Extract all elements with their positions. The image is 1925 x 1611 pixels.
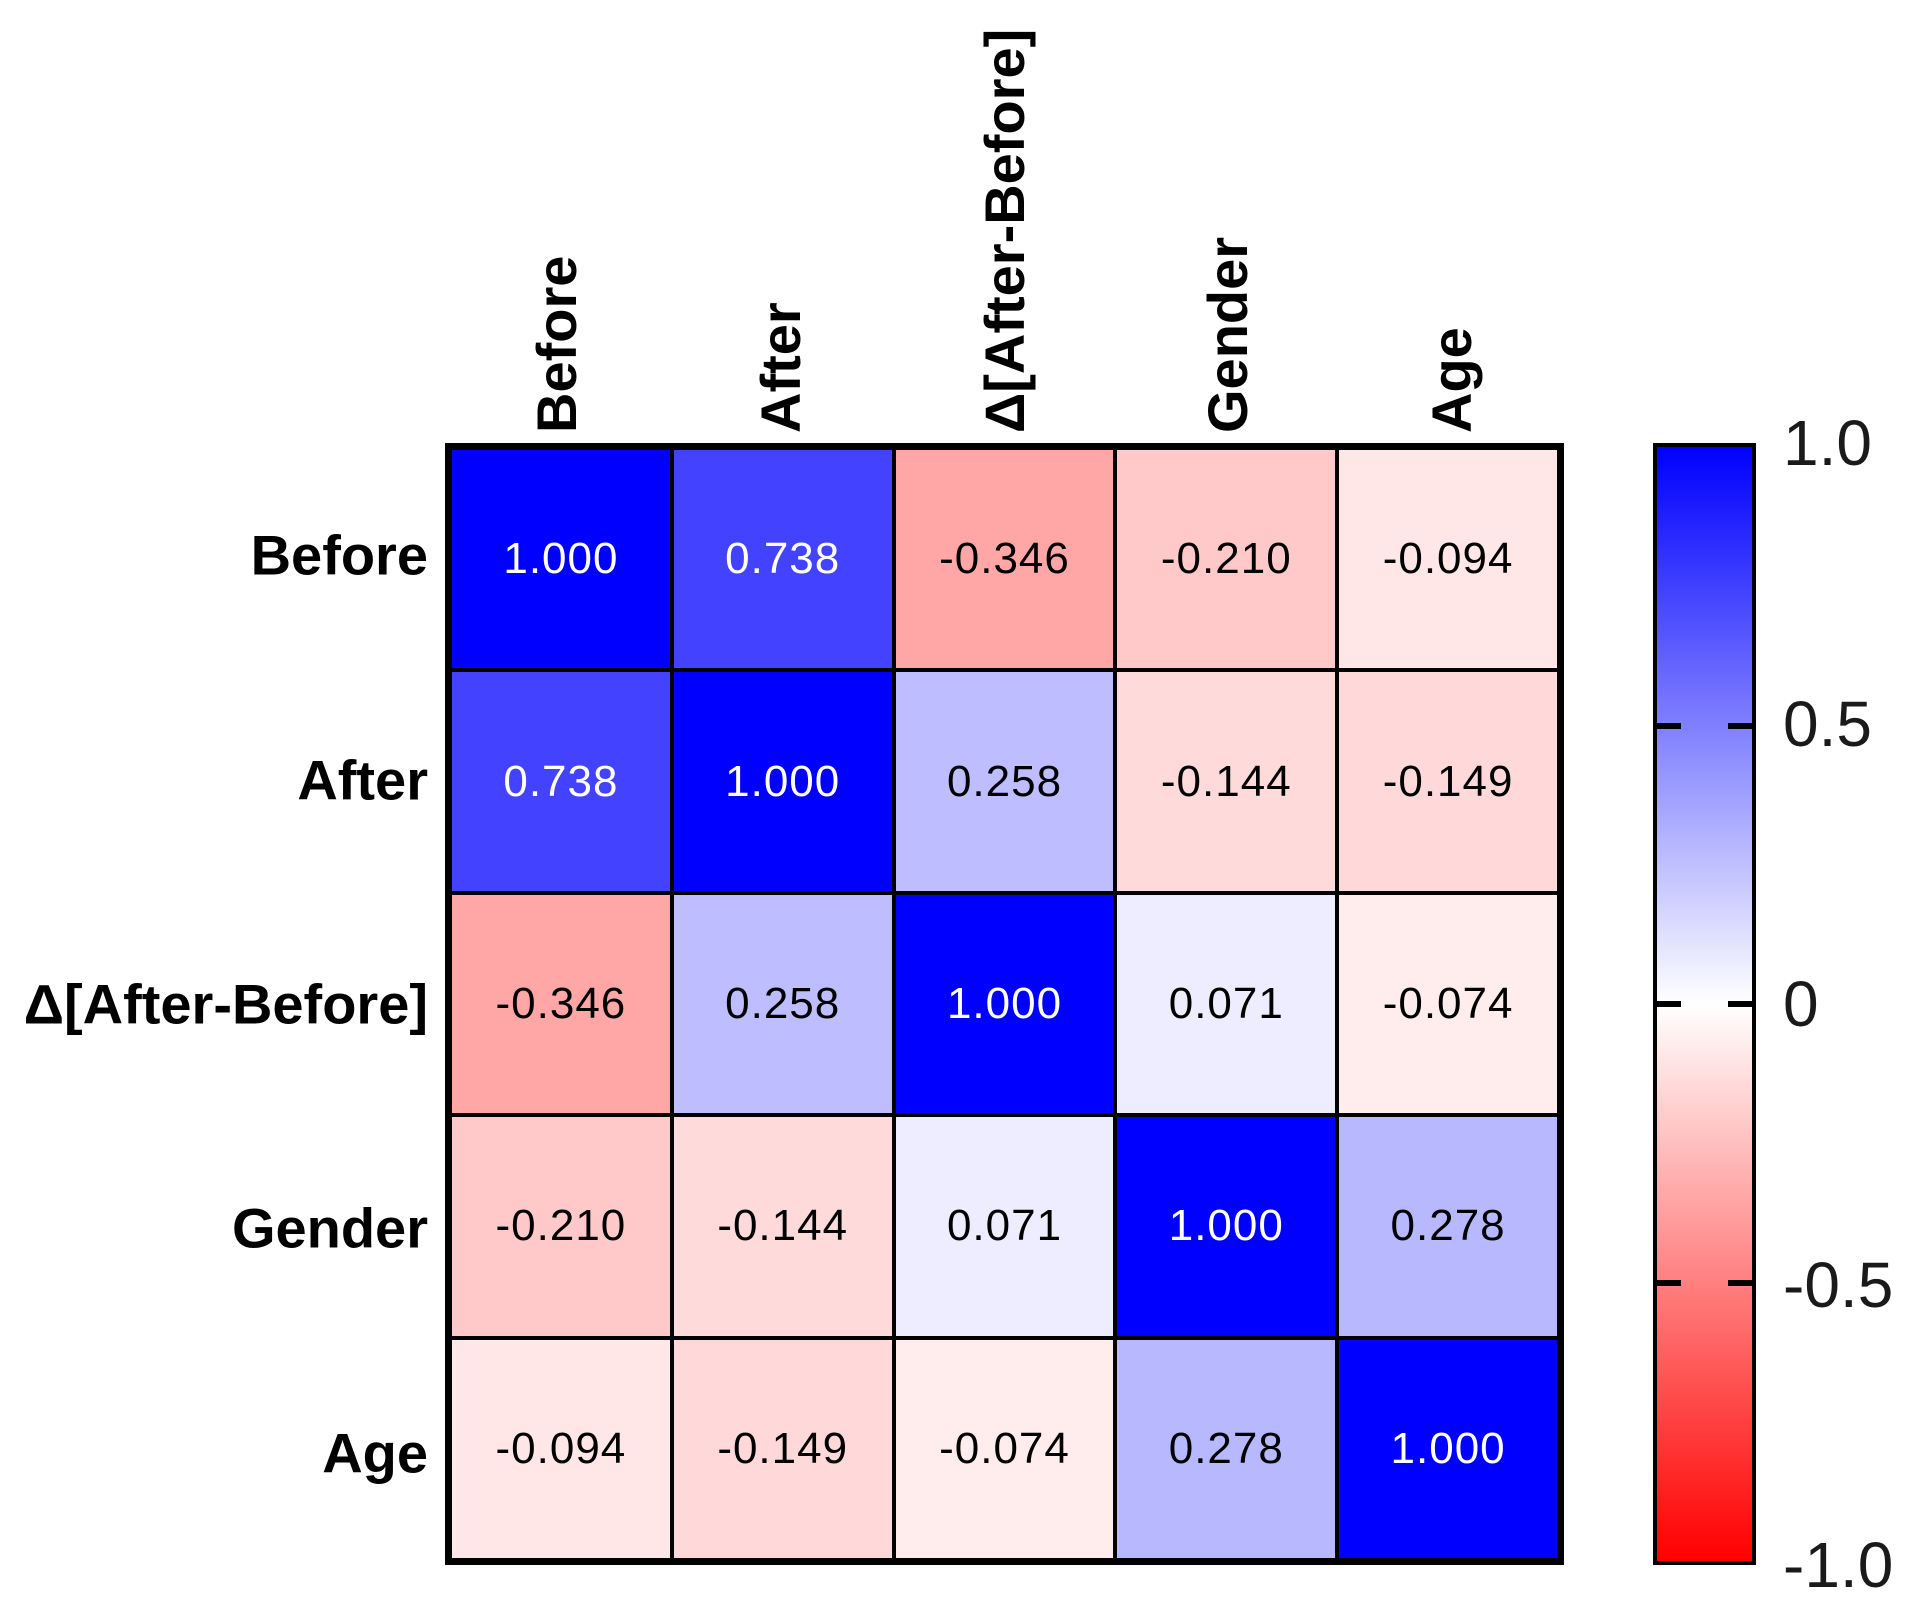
heatmap-cell-delta-after-before-before: -0.346 [450, 892, 672, 1116]
heatmap-cell-age-before: -0.094 [450, 1337, 672, 1560]
colorbar-tick-0-5-right [1728, 1279, 1752, 1286]
colorbar-label-0: 0 [1783, 968, 1819, 1040]
row-label-delta-after-before: Δ[After-Before] [23, 972, 428, 1036]
colorbar [1653, 443, 1756, 1565]
colorbar-tick-0-5-right [1728, 722, 1752, 729]
row-label-before: Before [250, 523, 428, 587]
heatmap-grid: 1.000 0.738 -0.346 -0.210 -0.094 0.738 1.000 0.… [445, 443, 1564, 1565]
heatmap-cell-before-age: -0.094 [1337, 448, 1559, 671]
heatmap-cell-after-before: 0.738 [450, 670, 672, 893]
heatmap-cell-delta-after-before-gender: 0.071 [1115, 892, 1338, 1116]
heatmap-cell-delta-after-before-age: -0.074 [1337, 892, 1559, 1116]
heatmap-cell-after-gender: -0.144 [1115, 670, 1338, 893]
colorbar-tick-0-5-left [1657, 1279, 1681, 1286]
colorbar-label-0-5: -0.5 [1783, 1248, 1894, 1321]
colorbar-tick-0-left [1657, 1001, 1681, 1007]
heatmap-cell-before-gender: -0.210 [1115, 448, 1338, 671]
heatmap-cell-before-after: 0.738 [671, 448, 894, 671]
heatmap-cell-before-delta-after-before: -0.346 [893, 448, 1116, 671]
heatmap-cell-age-after: -0.149 [671, 1337, 894, 1560]
col-label-before: Before [524, 255, 588, 433]
heatmap-cell-gender-age: 0.278 [1337, 1115, 1559, 1338]
heatmap-cell-gender-delta-after-before: 0.071 [893, 1115, 1116, 1338]
colorbar-tick-0-5-left [1657, 722, 1681, 729]
col-label-delta-after-before: Δ[After-Before] [972, 28, 1036, 433]
colorbar-label-1-0: -1.0 [1783, 1529, 1894, 1601]
row-label-after: After [297, 748, 428, 812]
col-label-gender: Gender [1196, 236, 1260, 433]
heatmap-cell-age-gender: 0.278 [1115, 1337, 1338, 1560]
heatmap-cell-before-before: 1.000 [450, 448, 672, 671]
heatmap-cell-after-age: -0.149 [1337, 670, 1559, 893]
colorbar-label-1-0: 1.0 [1783, 407, 1872, 479]
heatmap-cell-after-after: 1.000 [671, 670, 894, 893]
colorbar-label-0-5: 0.5 [1783, 687, 1872, 760]
heatmap-cell-after-delta-after-before: 0.258 [893, 670, 1116, 893]
heatmap-cell-delta-after-before-after: 0.258 [671, 892, 894, 1116]
heatmap-cell-gender-gender: 1.000 [1115, 1115, 1338, 1338]
col-label-age: Age [1420, 327, 1484, 433]
colorbar-tick-0-right [1728, 1001, 1752, 1007]
heatmap-cell-gender-after: -0.144 [671, 1115, 894, 1338]
heatmap-cell-delta-after-before-delta-after-before: 1.000 [893, 892, 1116, 1116]
heatmap-cell-age-delta-after-before: -0.074 [893, 1337, 1116, 1560]
heatmap-cell-gender-before: -0.210 [450, 1115, 672, 1338]
heatmap-cell-age-age: 1.000 [1337, 1337, 1559, 1560]
col-label-after: After [748, 302, 812, 433]
row-label-gender: Gender [231, 1196, 428, 1260]
row-label-age: Age [322, 1421, 428, 1485]
